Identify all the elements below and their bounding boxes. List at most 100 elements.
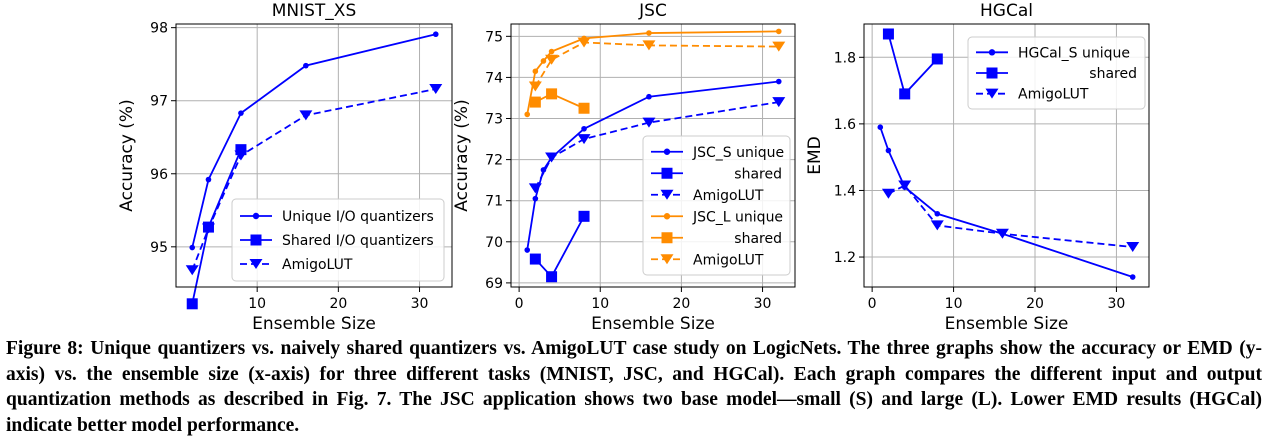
legend-marker (252, 212, 260, 220)
x-tick-label: 10 (248, 296, 266, 312)
x-axis-label: Ensemble Size (945, 314, 1069, 334)
data-point (885, 147, 892, 154)
data-point (299, 110, 313, 121)
data-point (577, 37, 591, 48)
legend-marker (249, 259, 263, 269)
x-tick-label: 20 (1026, 296, 1044, 312)
legend-marker (661, 232, 673, 244)
data-point (877, 124, 884, 131)
data-point (540, 58, 547, 64)
series-5 (529, 88, 590, 114)
x-tick-label: 30 (411, 296, 429, 312)
y-axis-label: Accuracy (%) (117, 99, 137, 211)
data-point (529, 253, 541, 265)
data-point (646, 30, 652, 36)
axes-frame (175, 23, 453, 288)
data-point (546, 88, 558, 100)
chart-title: HGCal (980, 1, 1033, 21)
legend-label: AmigoLUT (282, 257, 353, 273)
legend-marker (988, 49, 996, 56)
x-axis-label: Ensemble Size (591, 314, 715, 334)
y-tick-label: 73 (485, 112, 503, 128)
legend-label: AmigoLUT (693, 188, 764, 204)
data-point (642, 40, 656, 51)
data-point (528, 81, 542, 92)
x-tick-label: 10 (945, 296, 963, 312)
series-1 (877, 124, 1136, 280)
legend-marker (986, 67, 998, 79)
figure-8-charts: 10 20 30 95 96 97 98 MNIST_XS Ensemble Size Accur… (117, 1, 1150, 334)
series-line (887, 33, 938, 96)
x-tick-label: 0 (515, 296, 524, 312)
data-point (1129, 274, 1136, 280)
data-point (545, 54, 559, 65)
data-point (578, 210, 590, 222)
data-point (934, 210, 941, 217)
data-point (545, 152, 559, 163)
figure-caption: Figure 8: Unique quantizers vs. naively … (6, 338, 1262, 436)
x-tick-label: 20 (672, 296, 690, 312)
y-tick-label: 74 (485, 70, 503, 86)
data-point (234, 150, 248, 161)
legend-marker (661, 167, 673, 179)
legend-box (231, 198, 445, 282)
axes-frame (510, 23, 796, 288)
legend-box (642, 135, 791, 276)
data-point (546, 271, 558, 283)
series-line (534, 92, 585, 110)
data-point (185, 265, 199, 276)
data-point (931, 53, 943, 65)
y-axis-label: EMD (805, 136, 825, 175)
series-line (534, 41, 779, 87)
legend: Unique I/O quantizers Shared I/O quantize… (231, 198, 445, 282)
data-point (432, 31, 439, 38)
series-2 (529, 210, 590, 283)
x-tick-label: 10 (591, 296, 609, 312)
series-3 (185, 84, 443, 276)
data-point (529, 96, 541, 108)
data-point (303, 62, 309, 69)
data-point (899, 88, 911, 100)
y-tick-label: 96 (150, 167, 168, 183)
series-line (534, 215, 585, 279)
legend-label: HGCal_S unique (1018, 45, 1130, 61)
series-2 (882, 28, 943, 100)
data-point (548, 48, 555, 55)
legend-label: JSC_L unique (692, 209, 783, 225)
legend-label: AmigoLUT (1018, 87, 1089, 103)
y-tick-label: 69 (485, 276, 503, 292)
data-point (646, 93, 652, 100)
data-point (201, 223, 215, 234)
series-6 (528, 37, 786, 92)
x-tick-label: 20 (329, 296, 347, 312)
data-point (581, 125, 587, 132)
x-tick-label: 30 (1108, 296, 1126, 312)
legend-label: shared (734, 166, 782, 182)
data-point (238, 110, 244, 116)
legend-label: Shared I/O quantizers (282, 233, 434, 249)
y-tick-label: 71 (485, 194, 503, 210)
data-point (995, 228, 1009, 239)
data-point (532, 68, 539, 75)
data-point (205, 176, 212, 183)
y-tick-label: 1.8 (834, 50, 856, 66)
legend-marker (660, 189, 674, 200)
data-point (524, 247, 531, 253)
series-3 (528, 97, 786, 194)
data-point (189, 244, 196, 251)
data-point (772, 97, 786, 108)
axes-frame (863, 23, 1150, 288)
chart-panel-2: 0 10 20 30 69 70 71 72 73 74 75 JSC Ensemble Size Acc… (452, 1, 796, 334)
chart-title: JSC (638, 1, 667, 21)
data-point (775, 28, 782, 35)
series-3 (881, 180, 1140, 253)
legend-label: shared (734, 231, 782, 247)
legend-marker (985, 88, 999, 99)
y-tick-label: 97 (150, 94, 168, 110)
legend: JSC_S unique shared AmigoLUT JSC_L unique sh… (642, 135, 791, 276)
legend-marker (250, 234, 262, 246)
y-tick-label: 1.6 (834, 117, 856, 133)
legend-label: shared (1089, 66, 1137, 82)
chart-title: MNIST_XS (272, 1, 357, 21)
data-point (898, 180, 912, 191)
